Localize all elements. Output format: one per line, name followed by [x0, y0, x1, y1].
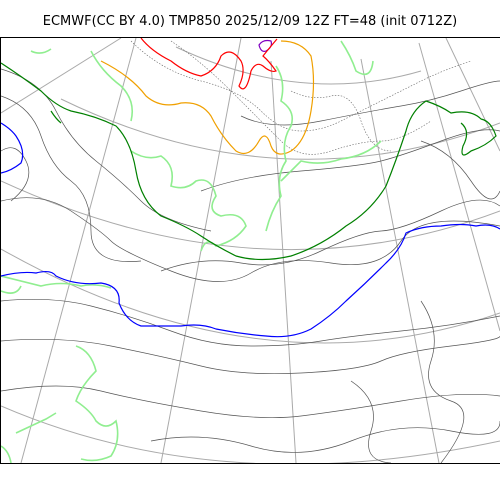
isotherm [160, 199, 500, 272]
isotherm [1, 299, 500, 347]
longitude-line [1, 38, 122, 114]
dotted-isotherms [130, 40, 472, 155]
green-isotherm [1, 62, 497, 261]
violet-isotherm [258, 39, 273, 52]
isotherm [140, 38, 278, 90]
isotherm [258, 39, 273, 52]
map-title: ECMWF(CC BY 4.0) TMP850 2025/12/09 12Z F… [42, 14, 458, 29]
isotherm [1, 223, 500, 338]
isotherm [130, 150, 247, 252]
isotherm [1, 285, 22, 294]
isotherm [130, 40, 472, 132]
isotherm [280, 140, 382, 182]
isotherm [420, 140, 500, 200]
isotherm [170, 40, 432, 155]
map-panel [0, 37, 500, 464]
isotherm [1, 335, 500, 375]
isotherm [1, 95, 142, 262]
temperature-map [1, 38, 500, 463]
isotherm [200, 129, 500, 192]
isotherm [1, 275, 112, 289]
blue-isotherm [1, 122, 500, 338]
longitude-line [445, 38, 500, 152]
isotherm [1, 147, 30, 202]
isotherm [340, 40, 374, 76]
latitude-line [1, 180, 500, 251]
isotherm [1, 385, 500, 419]
orange-isotherm [100, 40, 315, 155]
isotherm [1, 62, 497, 261]
isotherm [75, 345, 119, 462]
graticule [1, 38, 500, 463]
gray-isotherms [1, 68, 500, 463]
isotherm [1, 122, 24, 174]
isotherm [1, 445, 12, 463]
light-green-isotherm [1, 40, 382, 463]
isotherm [50, 110, 62, 124]
isotherm [100, 40, 315, 155]
isotherm [290, 90, 392, 152]
isotherm [15, 412, 57, 434]
isotherm [30, 48, 52, 54]
longitude-line [360, 58, 440, 463]
red-isotherm [140, 38, 278, 90]
latitude-line [1, 405, 500, 463]
isotherm [240, 80, 500, 126]
latitude-line [60, 98, 500, 160]
isotherm [150, 421, 500, 453]
isotherm [265, 65, 294, 232]
isotherm [350, 380, 392, 463]
longitude-line [418, 42, 500, 332]
longitude-line [20, 38, 137, 463]
latitude-line [175, 46, 422, 85]
isotherm [1, 197, 500, 282]
isotherm [90, 50, 134, 122]
latitude-line [1, 248, 500, 344]
isotherm [420, 300, 465, 463]
